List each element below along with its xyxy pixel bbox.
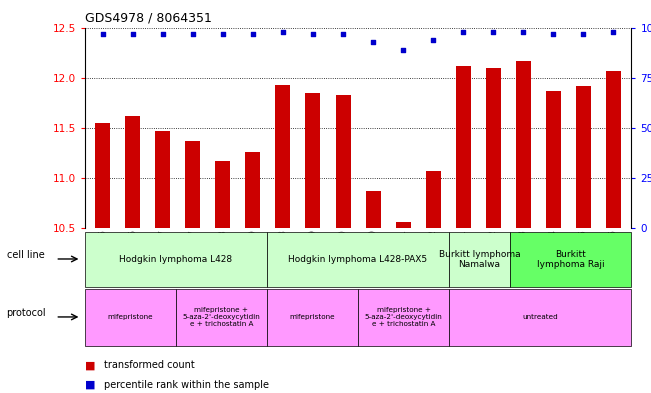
Text: untreated: untreated	[523, 314, 558, 320]
Point	[308, 30, 318, 37]
Bar	[449, 232, 510, 287]
Point	[98, 30, 108, 37]
Bar	[275, 84, 290, 228]
Bar	[85, 232, 267, 287]
Text: Burkitt lymphoma
Namalwa: Burkitt lymphoma Namalwa	[439, 250, 520, 269]
Bar	[358, 289, 449, 346]
Bar	[245, 152, 260, 228]
Text: mifepristone: mifepristone	[290, 314, 335, 320]
Point	[247, 30, 258, 37]
Text: mifepristone: mifepristone	[107, 314, 153, 320]
Text: GDS4978 / 8064351: GDS4978 / 8064351	[85, 12, 212, 25]
Point	[128, 30, 138, 37]
Bar	[95, 123, 110, 228]
Bar	[606, 71, 621, 228]
Point	[458, 28, 469, 35]
Text: mifepristone +
5-aza-2'-deoxycytidin
e + trichostatin A: mifepristone + 5-aza-2'-deoxycytidin e +…	[182, 307, 260, 327]
Bar	[186, 141, 201, 228]
Point	[187, 30, 198, 37]
Bar	[546, 91, 561, 228]
Bar	[215, 161, 230, 228]
Text: ■: ■	[85, 360, 95, 371]
Point	[518, 28, 529, 35]
Point	[398, 46, 408, 53]
Text: mifepristone +
5-aza-2'-deoxycytidin
e + trichostatin A: mifepristone + 5-aza-2'-deoxycytidin e +…	[365, 307, 443, 327]
Point	[548, 30, 559, 37]
Bar	[155, 131, 171, 228]
Point	[368, 39, 378, 45]
Bar	[510, 232, 631, 287]
Bar	[396, 222, 411, 228]
Point	[338, 30, 348, 37]
Bar	[426, 171, 441, 228]
Bar	[516, 61, 531, 228]
Text: protocol: protocol	[7, 309, 46, 318]
Text: cell line: cell line	[7, 250, 44, 261]
Point	[428, 37, 438, 43]
Bar	[335, 95, 350, 228]
Text: transformed count: transformed count	[104, 360, 195, 371]
Bar	[125, 116, 140, 228]
Bar	[366, 191, 381, 228]
Bar	[576, 86, 591, 228]
Bar	[305, 93, 320, 228]
Bar	[85, 289, 176, 346]
Point	[488, 28, 499, 35]
Point	[278, 28, 288, 35]
Bar	[449, 289, 631, 346]
Bar	[267, 289, 358, 346]
Text: Hodgkin lymphoma L428: Hodgkin lymphoma L428	[119, 255, 232, 264]
Bar	[456, 66, 471, 228]
Bar	[267, 232, 449, 287]
Text: ■: ■	[85, 380, 95, 390]
Bar	[486, 68, 501, 228]
Point	[608, 28, 618, 35]
Point	[158, 30, 168, 37]
Point	[578, 30, 589, 37]
Text: Hodgkin lymphoma L428-PAX5: Hodgkin lymphoma L428-PAX5	[288, 255, 428, 264]
Bar	[176, 289, 267, 346]
Point	[217, 30, 228, 37]
Text: percentile rank within the sample: percentile rank within the sample	[104, 380, 269, 390]
Text: Burkitt
lymphoma Raji: Burkitt lymphoma Raji	[537, 250, 605, 269]
